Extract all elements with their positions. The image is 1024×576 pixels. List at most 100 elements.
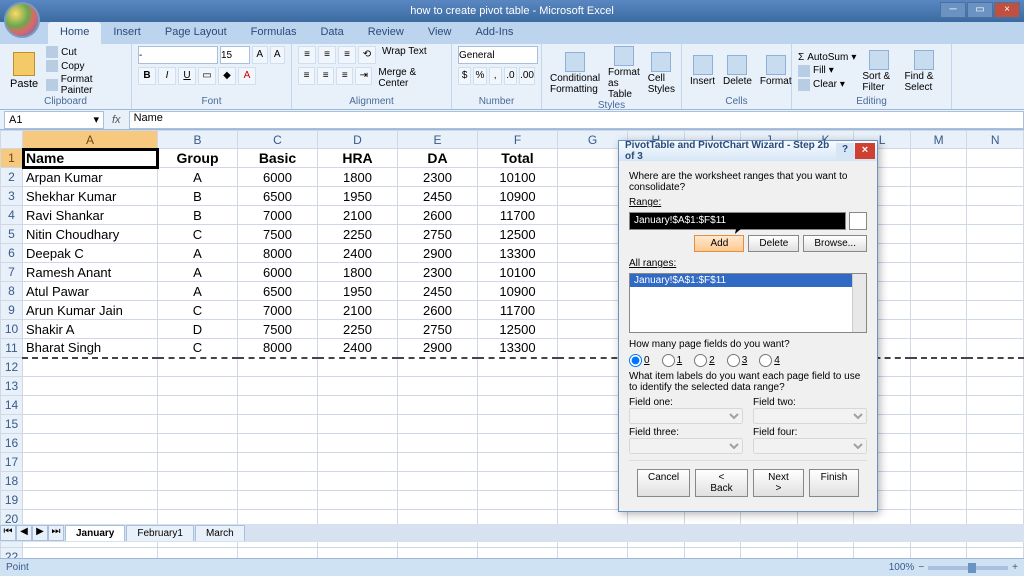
cell[interactable]: 1950 xyxy=(318,187,398,206)
cell-styles-button[interactable]: Cell Styles xyxy=(646,52,677,95)
cell[interactable]: 2100 xyxy=(318,206,398,225)
bold-button[interactable]: B xyxy=(138,67,156,85)
find-select-button[interactable]: Find & Select xyxy=(903,50,945,93)
cell[interactable]: Deepak C xyxy=(23,244,158,263)
cell[interactable]: 2400 xyxy=(318,244,398,263)
ribbon-tab-data[interactable]: Data xyxy=(308,22,355,44)
conditional-formatting-button[interactable]: Conditional Formatting xyxy=(548,52,602,95)
col-header-D[interactable]: D xyxy=(318,131,398,149)
format-cells-button[interactable]: Format xyxy=(758,55,794,87)
cell[interactable]: 11700 xyxy=(478,301,558,320)
cell[interactable]: Group xyxy=(158,149,238,168)
row-header-17[interactable]: 17 xyxy=(1,453,23,472)
cell[interactable]: DA xyxy=(398,149,478,168)
row-header-16[interactable]: 16 xyxy=(1,434,23,453)
cell[interactable]: Ramesh Anant xyxy=(23,263,158,282)
cell[interactable]: Name xyxy=(23,149,158,168)
sheet-nav-first[interactable]: ⏮ xyxy=(0,525,16,541)
cell[interactable]: 2300 xyxy=(398,168,478,187)
sheet-nav-prev[interactable]: ◀ xyxy=(16,525,32,541)
cell[interactable]: A xyxy=(158,244,238,263)
cell[interactable]: A xyxy=(158,282,238,301)
cell[interactable]: 10100 xyxy=(478,263,558,282)
cell[interactable] xyxy=(158,377,238,396)
col-header-N[interactable]: N xyxy=(967,131,1024,149)
cell[interactable] xyxy=(158,396,238,415)
cell[interactable] xyxy=(23,415,158,434)
cell[interactable]: Shakir A xyxy=(23,320,158,339)
office-button[interactable] xyxy=(4,2,40,38)
cell[interactable] xyxy=(910,168,967,187)
cell[interactable] xyxy=(23,377,158,396)
cell[interactable] xyxy=(967,377,1024,396)
listbox-scrollbar[interactable] xyxy=(852,274,866,332)
cell[interactable]: 7000 xyxy=(238,206,318,225)
cell[interactable]: Basic xyxy=(238,149,318,168)
ranges-listbox[interactable]: January!$A$1:$F$11 xyxy=(629,273,867,333)
cell[interactable] xyxy=(910,453,967,472)
cell[interactable] xyxy=(23,491,158,510)
next-button[interactable]: Next > xyxy=(753,469,804,497)
zoom-level[interactable]: 100% xyxy=(889,562,915,573)
cell[interactable]: 7500 xyxy=(238,225,318,244)
field-three-select[interactable] xyxy=(629,438,743,454)
cell[interactable] xyxy=(967,225,1024,244)
formula-input[interactable]: Name xyxy=(129,111,1024,129)
cell[interactable] xyxy=(158,453,238,472)
cell[interactable] xyxy=(398,358,478,377)
fill-button[interactable]: Fill ▾ xyxy=(798,65,856,77)
cell[interactable] xyxy=(558,263,628,282)
cell[interactable]: 6000 xyxy=(238,168,318,187)
cell[interactable] xyxy=(238,415,318,434)
cell[interactable]: Total xyxy=(478,149,558,168)
cell[interactable] xyxy=(967,187,1024,206)
page-fields-radio-4[interactable]: 4 xyxy=(759,354,780,367)
cell[interactable] xyxy=(238,472,318,491)
back-button[interactable]: < Back xyxy=(695,469,748,497)
cell[interactable] xyxy=(318,415,398,434)
cell[interactable] xyxy=(478,434,558,453)
cell[interactable] xyxy=(910,491,967,510)
ribbon-tab-insert[interactable]: Insert xyxy=(101,22,153,44)
row-header-8[interactable]: 8 xyxy=(1,282,23,301)
cell[interactable] xyxy=(238,453,318,472)
cell[interactable]: 8000 xyxy=(238,339,318,358)
ribbon-tab-formulas[interactable]: Formulas xyxy=(239,22,309,44)
cell[interactable] xyxy=(967,396,1024,415)
col-header-F[interactable]: F xyxy=(478,131,558,149)
cell[interactable]: 2450 xyxy=(398,187,478,206)
cell[interactable] xyxy=(398,415,478,434)
cell[interactable] xyxy=(967,301,1024,320)
page-fields-radio-2[interactable]: 2 xyxy=(694,354,715,367)
page-fields-radio-0[interactable]: 0 xyxy=(629,354,650,367)
row-header-18[interactable]: 18 xyxy=(1,472,23,491)
clear-button[interactable]: Clear ▾ xyxy=(798,79,856,91)
cell[interactable] xyxy=(910,244,967,263)
cell[interactable]: 12500 xyxy=(478,320,558,339)
cell[interactable] xyxy=(158,434,238,453)
cell[interactable] xyxy=(967,282,1024,301)
row-header-1[interactable]: 1 xyxy=(1,149,23,168)
cell[interactable] xyxy=(318,396,398,415)
cell[interactable] xyxy=(478,491,558,510)
cell[interactable]: 1950 xyxy=(318,282,398,301)
cell[interactable]: Arpan Kumar xyxy=(23,168,158,187)
cell[interactable] xyxy=(910,263,967,282)
sort-filter-button[interactable]: Sort & Filter xyxy=(860,50,898,93)
cell[interactable] xyxy=(318,472,398,491)
cell[interactable]: 2750 xyxy=(398,320,478,339)
cell[interactable]: Arun Kumar Jain xyxy=(23,301,158,320)
cell[interactable]: 2100 xyxy=(318,301,398,320)
cell[interactable] xyxy=(967,339,1024,358)
cell[interactable] xyxy=(238,377,318,396)
row-header-3[interactable]: 3 xyxy=(1,187,23,206)
cell[interactable]: 7500 xyxy=(238,320,318,339)
cell[interactable]: B xyxy=(158,206,238,225)
cell[interactable]: 2250 xyxy=(318,225,398,244)
cell[interactable]: B xyxy=(158,187,238,206)
cell[interactable] xyxy=(558,472,628,491)
cancel-button[interactable]: Cancel xyxy=(637,469,690,497)
row-header-19[interactable]: 19 xyxy=(1,491,23,510)
cell[interactable] xyxy=(910,187,967,206)
cell[interactable] xyxy=(558,453,628,472)
